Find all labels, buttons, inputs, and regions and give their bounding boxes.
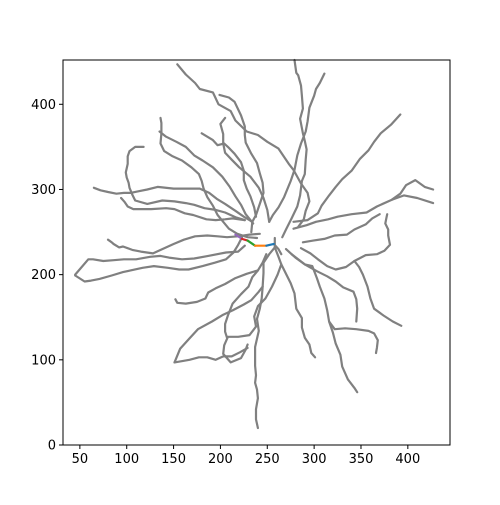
highlight-path [234,233,275,247]
branch-line-28 [219,116,271,223]
branch-line-12 [292,194,435,230]
y-tick-label: 100 [31,353,56,368]
x-tick-label: 200 [208,452,233,467]
branch-line-24 [124,145,246,222]
y-tick-label: 400 [31,98,56,113]
y-tick-label: 200 [31,268,56,283]
x-tick-label: 300 [302,452,327,467]
branch-line-16 [281,58,308,239]
branch-line-9 [299,213,392,271]
branch-line-4 [173,346,249,364]
x-tick-label: 100 [114,452,139,467]
branch-line-27 [159,116,259,240]
highlight-segment-1 [234,233,244,240]
branch-line-5 [280,263,317,359]
branch-line-25 [158,130,255,225]
axes-frame [62,59,451,446]
highlight-segment-5 [265,242,275,247]
branch-line-20 [106,232,261,255]
branch-line-18 [218,93,265,234]
branch-line-17 [268,72,326,223]
series-layer [74,58,435,430]
branch-line-30 [174,269,259,305]
branch-line-26 [200,132,258,218]
y-tick-label: 0 [48,439,56,454]
branch-line-13 [390,179,435,201]
branch-line-8 [290,253,359,323]
x-tick-label: 150 [161,452,186,467]
branch-line-14 [292,113,402,223]
highlight-segment-3 [246,239,257,247]
branch-line-19 [92,185,254,223]
x-tick-label: 250 [255,452,280,467]
y-axis: 0 100 200 300 400 [31,98,63,454]
branch-line-29 [224,253,268,339]
x-tick-label: 350 [349,452,374,467]
branch-line-2 [254,246,276,430]
branch-line-3 [173,285,264,364]
branch-line-7 [328,320,359,394]
x-tick-label: 50 [72,452,89,467]
x-axis: 50 100 150 200 250 300 350 400 [72,445,420,467]
branch-line-31 [272,242,283,256]
branch-line-15 [176,63,311,228]
branch-line-11 [301,213,381,244]
branch-line-21 [74,236,244,283]
y-tick-label: 300 [31,183,56,198]
branch-line-10 [353,259,403,327]
branch-line-22 [74,244,246,276]
x-tick-label: 400 [395,452,420,467]
